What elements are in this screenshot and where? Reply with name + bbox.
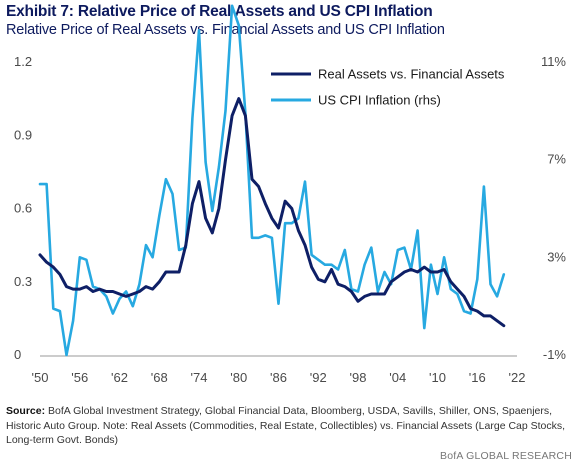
x-tick-label: '74 [191,370,208,385]
x-tick-label: '16 [469,370,486,385]
chart-axes: '50 '56 '62 '68 '74 '80 '86 '92 '98 '04 '10 '16 '22 0… [14,54,566,385]
chart-subtitle: Relative Price of Real Assets vs. Financ… [6,22,445,38]
line-chart: '50 '56 '62 '68 '74 '80 '86 '92 '98 '04 '10 '16 '22 0… [14,4,566,385]
x-tick-label: '80 [230,370,247,385]
x-tick-label: '10 [429,370,446,385]
x-tick-label: '04 [389,370,406,385]
chart-title: Exhibit 7: Relative Price of Real Assets… [6,3,433,20]
footer-credit: BofA GLOBAL RESEARCH [440,450,572,462]
source-text: BofA Global Investment Strategy, Global … [6,405,566,446]
x-tick-label: '22 [509,370,526,385]
source-label: Source: [6,405,46,417]
series-line-real-assets [38,97,506,328]
y-left-tick-label: 1.2 [14,54,32,69]
x-tick-label: '56 [71,370,88,385]
x-tick-label: '62 [111,370,128,385]
legend-label: Real Assets vs. Financial Assets [318,67,505,82]
y-left-tick-label: 0.3 [14,274,32,289]
y-left-tick-label: 0 [14,347,21,362]
y-right-tick-label: 3% [547,249,566,264]
x-tick-label: '50 [32,370,49,385]
source-note: Source: BofA Global Investment Strategy,… [6,404,572,448]
y-right-tick-label: 7% [547,152,566,167]
chart-lines [38,4,506,357]
y-right-tick-label: -1% [543,347,567,362]
x-tick-label: '98 [350,370,367,385]
series-line-cpi [38,4,506,357]
chart-legend: Real Assets vs. Financial Assets US CPI I… [271,67,505,108]
x-tick-label: '92 [310,370,327,385]
legend-label: US CPI Inflation (rhs) [318,93,441,108]
x-tick-label: '86 [270,370,287,385]
x-tick-label: '68 [151,370,168,385]
y-left-tick-label: 0.9 [14,127,32,142]
y-right-tick-label: 11% [541,54,566,69]
y-left-tick-label: 0.6 [14,201,32,216]
